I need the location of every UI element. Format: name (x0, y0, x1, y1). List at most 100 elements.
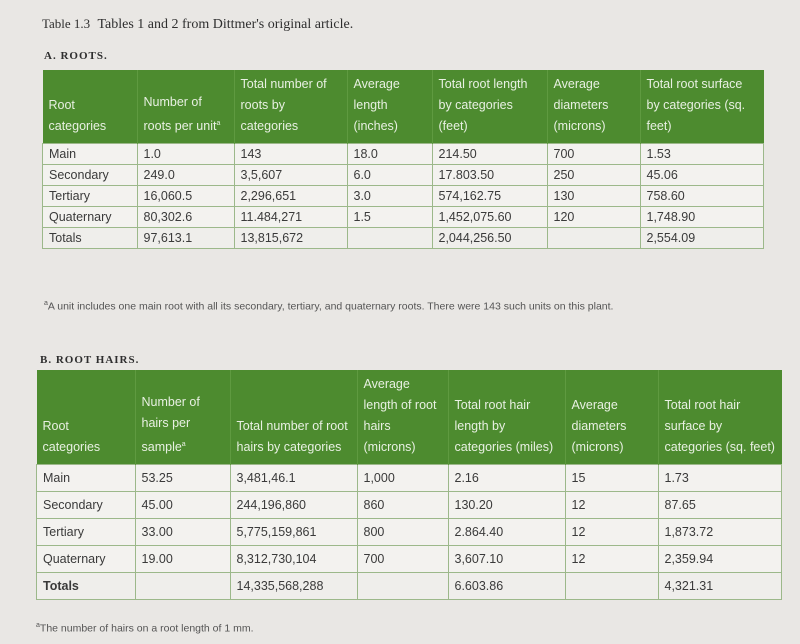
cell: 130 (546, 185, 641, 207)
table-number: Table 1.3 (42, 16, 91, 31)
header-cell: Number of hairs per samplea (135, 370, 231, 465)
cell: 33.00 (134, 518, 231, 546)
cell: 17.803.50 (431, 164, 548, 186)
cell: 1,748.90 (639, 206, 764, 228)
cell: 1.53 (639, 143, 764, 165)
cell: Secondary (42, 164, 138, 186)
header-cell: Root categories (42, 70, 138, 144)
cell: 12 (564, 491, 659, 519)
header-row: Root categories Number of roots per unit… (42, 70, 764, 144)
cell: 18.0 (346, 143, 433, 165)
table-row: Secondary 249.0 3,5,607 6.0 17.803.50 25… (42, 164, 764, 186)
cell (346, 227, 433, 249)
header-cell: Average length of root hairs (microns) (357, 370, 449, 465)
header-cell: Total number of root hairs by categories (230, 370, 358, 465)
cell: 250 (546, 164, 641, 186)
cell: 12 (564, 518, 659, 546)
header-cell: Average diameters (microns) (547, 70, 641, 144)
cell: 2,554.09 (639, 227, 764, 249)
cell: 758.60 (639, 185, 764, 207)
cell: 3,607.10 (447, 545, 566, 573)
header-row: Root categories Number of hairs per samp… (36, 370, 782, 465)
cell (564, 572, 659, 600)
cell: 87.65 (657, 491, 782, 519)
header-cell: Total root hair surface by categories (s… (658, 370, 782, 465)
table-row: Secondary 45.00 244,196,860 860 130.20 1… (36, 491, 782, 519)
cell: 860 (356, 491, 449, 519)
cell: 45.00 (134, 491, 231, 519)
cell: 214.50 (431, 143, 548, 165)
cell: 2.864.40 (447, 518, 566, 546)
cell: 3,481,46.1 (229, 464, 358, 492)
cell: 11.484,271 (233, 206, 348, 228)
cell: Totals (36, 572, 136, 600)
totals-row: Totals 97,613.1 13,815,672 2,044,256.50 … (42, 227, 764, 249)
roots-table: Root categories Number of roots per unit… (42, 70, 764, 249)
header-cell: Total number of roots by categories (234, 70, 348, 144)
cell: 8,312,730,104 (229, 545, 358, 573)
cell: 700 (356, 545, 449, 573)
cell: 6.0 (346, 164, 433, 186)
table-row: Main 1.0 143 18.0 214.50 700 1.53 (42, 143, 764, 165)
cell: Main (42, 143, 138, 165)
cell: 80,302.6 (136, 206, 235, 228)
totals-row: Totals 14,335,568,288 6.603.86 4,321.31 (36, 572, 782, 600)
cell: Tertiary (42, 185, 138, 207)
cell: 1.73 (657, 464, 782, 492)
table-row: Tertiary 33.00 5,775,159,861 800 2.864.4… (36, 518, 782, 546)
caption-text: Tables 1 and 2 from Dittmer's original a… (97, 17, 354, 32)
cell: 1,873.72 (657, 518, 782, 546)
cell: 1.0 (136, 143, 235, 165)
header-cell: Total root surface by categories (sq. fe… (640, 70, 764, 144)
cell (546, 227, 641, 249)
section-b-title: B. ROOT HAIRS. (40, 354, 140, 366)
cell: Tertiary (36, 518, 136, 546)
roots-footnote: aA unit includes one main root with all … (44, 300, 614, 313)
table-row: Tertiary 16,060.5 2,296,651 3.0 574,162.… (42, 185, 764, 207)
header-cell: Total root hair length by categories (mi… (448, 370, 566, 465)
cell: 45.06 (639, 164, 764, 186)
header-cell: Number of roots per unita (137, 70, 235, 144)
cell: 2,296,651 (233, 185, 348, 207)
cell: 13,815,672 (233, 227, 348, 249)
cell: 130.20 (447, 491, 566, 519)
cell: 12 (564, 545, 659, 573)
cell: 14,335,568,288 (229, 572, 358, 600)
cell: 15 (564, 464, 659, 492)
cell: Main (36, 464, 136, 492)
root-hairs-table: Root categories Number of hairs per samp… (36, 370, 782, 600)
cell: 800 (356, 518, 449, 546)
cell: 2,044,256.50 (431, 227, 548, 249)
header-cell: Total root length by categories (feet) (432, 70, 548, 144)
header-cell: Average diameters (microns) (565, 370, 659, 465)
cell: 6.603.86 (447, 572, 566, 600)
cell: 1,000 (356, 464, 449, 492)
cell: 700 (546, 143, 641, 165)
table-caption: Table 1.3 Tables 1 and 2 from Dittmer's … (42, 16, 353, 33)
table-row: Quaternary 80,302.6 11.484,271 1.5 1,452… (42, 206, 764, 228)
cell: 3.0 (346, 185, 433, 207)
section-a-title: A. ROOTS. (44, 50, 108, 62)
cell: 143 (233, 143, 348, 165)
cell: 249.0 (136, 164, 235, 186)
table-row: Main 53.25 3,481,46.1 1,000 2.16 15 1.73 (36, 464, 782, 492)
cell: 5,775,159,861 (229, 518, 358, 546)
cell: 4,321.31 (657, 572, 782, 600)
cell: Secondary (36, 491, 136, 519)
cell (134, 572, 231, 600)
cell: Quaternary (36, 545, 136, 573)
cell: 1,452,075.60 (431, 206, 548, 228)
cell: 574,162.75 (431, 185, 548, 207)
cell: 97,613.1 (136, 227, 235, 249)
cell: 1.5 (346, 206, 433, 228)
cell: Totals (42, 227, 138, 249)
cell: 19.00 (134, 545, 231, 573)
cell: 16,060.5 (136, 185, 235, 207)
cell: 244,196,860 (229, 491, 358, 519)
cell: 120 (546, 206, 641, 228)
cell (356, 572, 449, 600)
cell: Quaternary (42, 206, 138, 228)
table-row: Quaternary 19.00 8,312,730,104 700 3,607… (36, 545, 782, 573)
root-hairs-footnote: aThe number of hairs on a root length of… (36, 622, 254, 635)
